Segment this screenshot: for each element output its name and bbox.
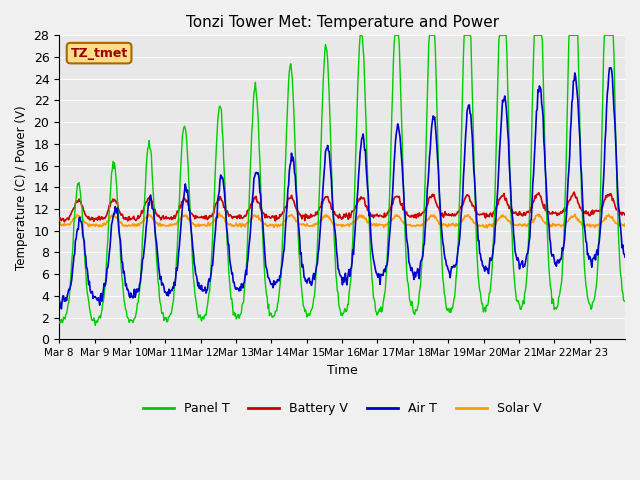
- Text: TZ_tmet: TZ_tmet: [70, 47, 128, 60]
- X-axis label: Time: Time: [326, 364, 358, 377]
- Title: Tonzi Tower Met: Temperature and Power: Tonzi Tower Met: Temperature and Power: [186, 15, 499, 30]
- Y-axis label: Temperature (C) / Power (V): Temperature (C) / Power (V): [15, 105, 28, 270]
- Legend: Panel T, Battery V, Air T, Solar V: Panel T, Battery V, Air T, Solar V: [138, 397, 547, 420]
